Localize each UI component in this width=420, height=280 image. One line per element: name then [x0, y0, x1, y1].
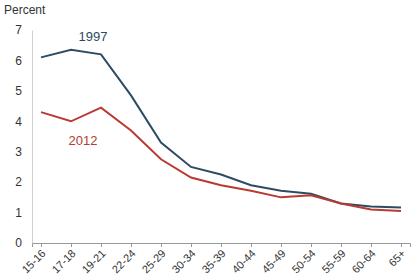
- x-tick-mark: [191, 243, 192, 247]
- series-label: 2012: [69, 133, 98, 148]
- x-tick-mark: [131, 243, 132, 247]
- x-tick-label: 25-29: [139, 247, 167, 275]
- x-tick-label: 19-21: [79, 247, 107, 275]
- x-tick: 55-59: [319, 243, 347, 275]
- x-tick-mark: [41, 243, 42, 247]
- y-tick-label: 6: [15, 54, 22, 68]
- y-tick: 2: [15, 175, 32, 189]
- x-tick-label: 50-54: [289, 247, 317, 275]
- x-tick-mark: [221, 243, 222, 247]
- x-axis-line: [33, 244, 411, 248]
- y-tick: 1: [15, 206, 32, 220]
- x-tick: 30-34: [169, 243, 197, 275]
- y-tick: 3: [15, 145, 32, 159]
- x-tick: 19-21: [79, 243, 107, 275]
- x-tick: 50-54: [289, 243, 317, 275]
- series-label: 1997: [79, 29, 108, 44]
- x-tick-mark: [161, 243, 162, 247]
- x-tick-label: 65+: [386, 247, 408, 269]
- x-tick-mark: [341, 243, 342, 247]
- x-tick-label: 40-44: [229, 247, 257, 275]
- x-tick: 40-44: [229, 243, 257, 275]
- x-tick: 15-16: [19, 243, 47, 275]
- x-tick-label: 60-64: [349, 247, 377, 275]
- x-tick: 17-18: [49, 243, 77, 275]
- x-tick-mark: [311, 243, 312, 247]
- y-tick: 4: [15, 115, 32, 129]
- x-tick: 25-29: [139, 243, 167, 275]
- x-tick: 60-64: [349, 243, 377, 275]
- y-tick-label: 7: [15, 23, 22, 37]
- x-tick: 45-49: [259, 243, 287, 275]
- y-tick: 0: [15, 236, 32, 250]
- x-tick-mark: [371, 243, 372, 247]
- y-tick-label: 5: [15, 84, 22, 98]
- x-tick-label: 30-34: [169, 247, 197, 275]
- x-tick-mark: [101, 243, 102, 247]
- x-tick-mark: [281, 243, 282, 247]
- x-tick-label: 35-39: [199, 247, 227, 275]
- y-tick-label: 1: [15, 206, 22, 220]
- y-axis: 0 1 2 3 4 5 6 7: [15, 23, 32, 250]
- line-series: [41, 108, 401, 211]
- y-tick: 6: [15, 54, 32, 68]
- x-tick-label: 22-24: [109, 247, 137, 275]
- x-tick-label: 15-16: [19, 247, 47, 275]
- y-axis-line: [32, 31, 33, 244]
- x-tick: 22-24: [109, 243, 137, 275]
- x-tick-label: 17-18: [49, 247, 77, 275]
- x-tick: 35-39: [199, 243, 227, 275]
- x-tick-mark: [71, 243, 72, 247]
- chart: 0 1 2 3 4 5 6 7 15-1617-1819-2122-2425-2930-3435…: [0, 0, 420, 280]
- x-tick-label: 55-59: [319, 247, 347, 275]
- y-tick: 5: [15, 84, 32, 98]
- y-tick: 7: [15, 23, 32, 37]
- x-tick-mark: [251, 243, 252, 247]
- plot-area: [41, 50, 401, 211]
- line-series: [41, 50, 401, 208]
- y-tick-label: 4: [15, 115, 22, 129]
- y-tick-label: 0: [15, 236, 22, 250]
- y-tick-label: 2: [15, 175, 22, 189]
- x-axis: 15-1617-1819-2122-2425-2930-3435-3940-44…: [19, 243, 410, 275]
- x-tick: 65+: [386, 243, 408, 269]
- y-axis-title: Percent: [4, 3, 46, 17]
- x-tick-mark: [401, 243, 402, 247]
- x-tick-label: 45-49: [259, 247, 287, 275]
- y-tick-label: 3: [15, 145, 22, 159]
